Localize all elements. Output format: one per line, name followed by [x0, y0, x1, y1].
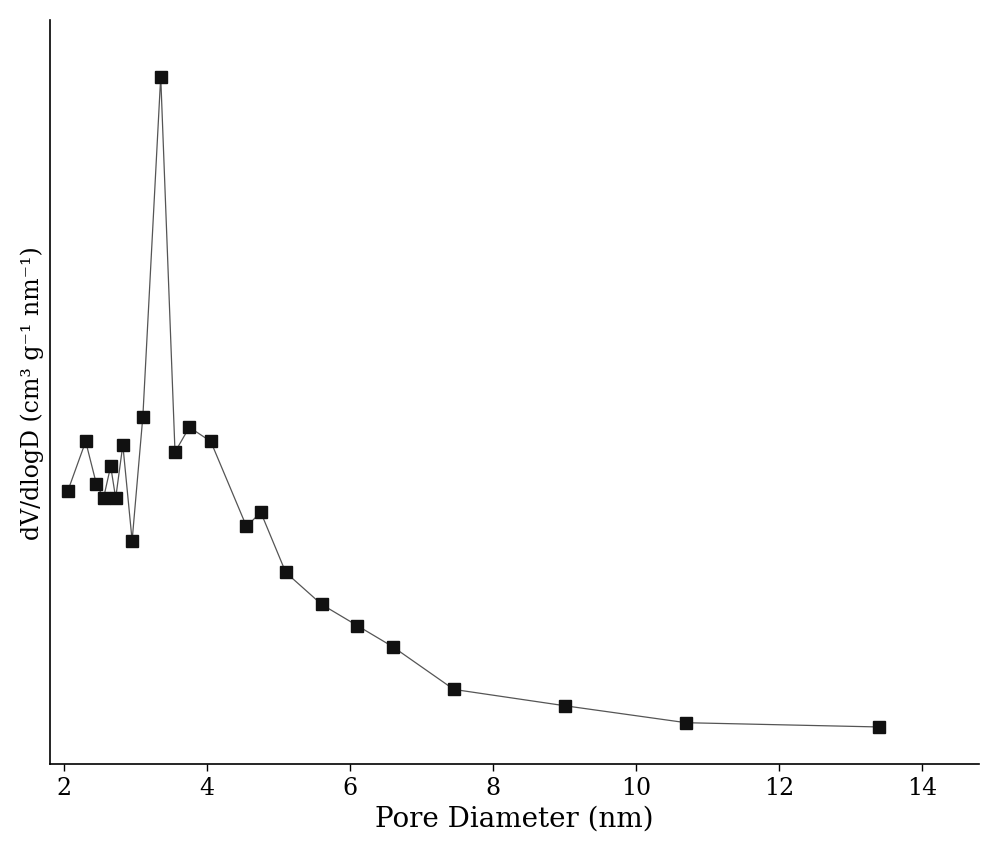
- Y-axis label: dV/dlogD (cm³ g⁻¹ nm⁻¹): dV/dlogD (cm³ g⁻¹ nm⁻¹): [21, 245, 44, 539]
- X-axis label: Pore Diameter (nm): Pore Diameter (nm): [375, 804, 654, 832]
